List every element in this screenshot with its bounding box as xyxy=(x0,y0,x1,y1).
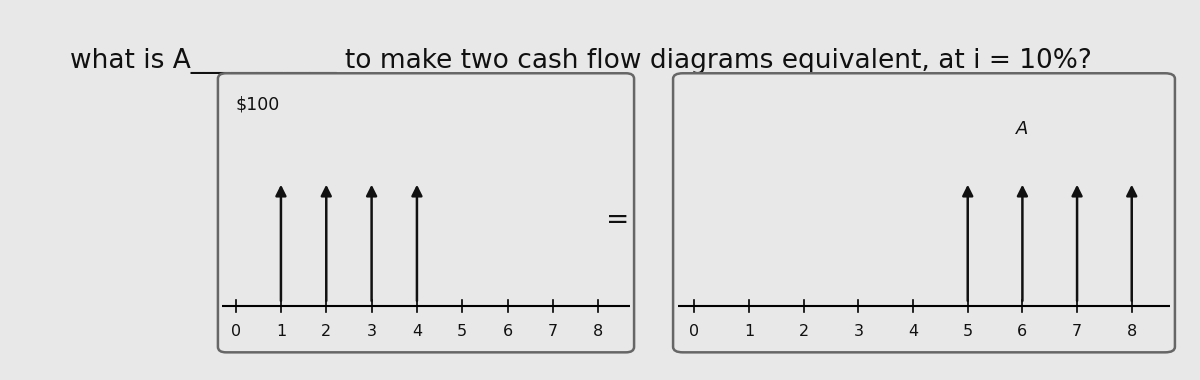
Text: 0: 0 xyxy=(689,324,700,339)
Text: 7: 7 xyxy=(1072,324,1082,339)
Text: 8: 8 xyxy=(593,324,604,339)
Text: 5: 5 xyxy=(962,324,973,339)
Text: 6: 6 xyxy=(1018,324,1027,339)
Text: what is A___________ to make two cash flow diagrams equivalent, at i = 10%?: what is A___________ to make two cash fl… xyxy=(70,48,1092,74)
Text: 0: 0 xyxy=(230,324,241,339)
Text: 3: 3 xyxy=(853,324,863,339)
Text: 7: 7 xyxy=(548,324,558,339)
Text: 6: 6 xyxy=(503,324,512,339)
Text: A: A xyxy=(1016,120,1028,138)
Text: 1: 1 xyxy=(276,324,286,339)
Text: =: = xyxy=(606,206,630,234)
Text: 1: 1 xyxy=(744,324,754,339)
Text: 5: 5 xyxy=(457,324,467,339)
Text: 8: 8 xyxy=(1127,324,1136,339)
Text: 2: 2 xyxy=(322,324,331,339)
Text: 3: 3 xyxy=(367,324,377,339)
Text: 2: 2 xyxy=(799,324,809,339)
Text: 4: 4 xyxy=(412,324,422,339)
Text: $100: $100 xyxy=(235,96,280,114)
Text: 4: 4 xyxy=(908,324,918,339)
